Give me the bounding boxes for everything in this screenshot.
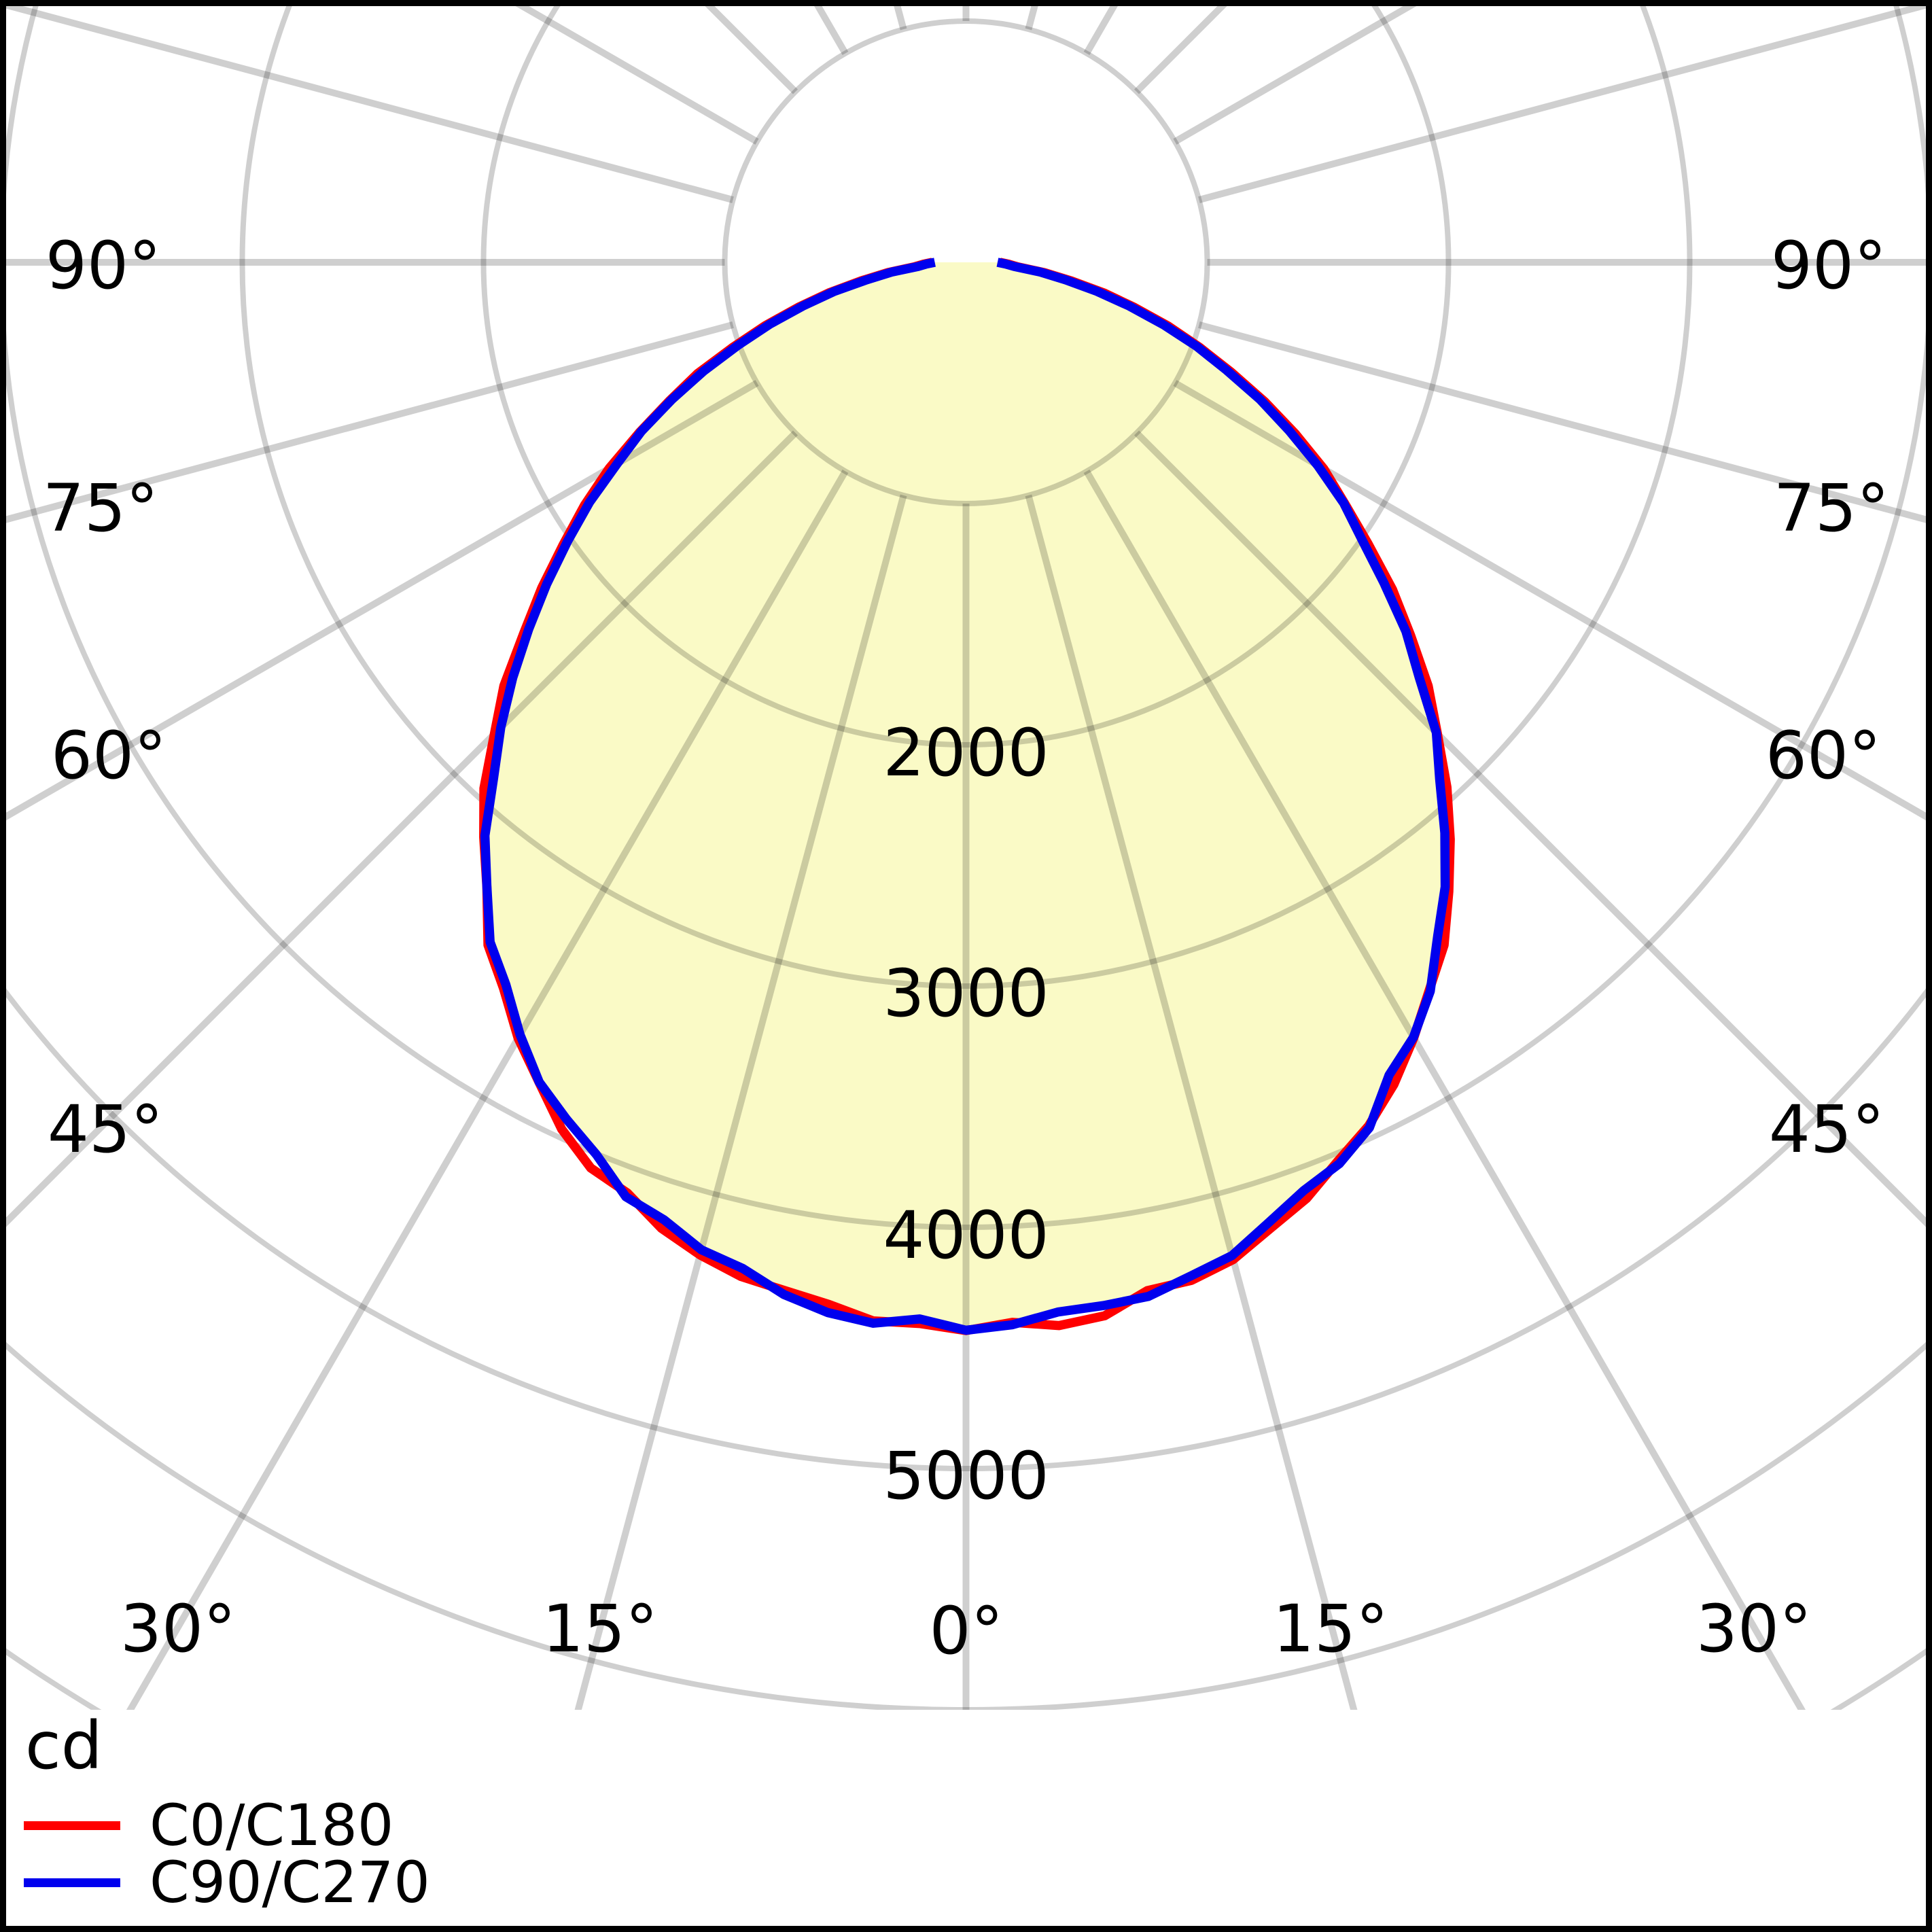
grid-ray-60deg: [1173, 380, 1932, 824]
grid-ray-15deg-left: [574, 494, 907, 1710]
intensity-fill-layer: [485, 262, 1445, 1331]
angle-tick-label: 75°: [1774, 470, 1889, 546]
angle-tick-label: 30°: [1696, 1591, 1812, 1667]
grid-ray-60deg-left: [0, 380, 759, 824]
grid-ray-150deg: [1083, 0, 1122, 56]
angle-tick-label: 60°: [51, 718, 166, 794]
curves-layer: [479, 258, 1455, 1335]
labels-layer: 2000 3000 4000 5000 90° 75° 60° 45° 90° 75° 60° 45°…: [43, 228, 1889, 1669]
grid-ray-30deg-left: [126, 469, 849, 1710]
grid-ray-75deg: [1198, 321, 1932, 525]
legend: cd C0/C180 C90/C270: [10, 1703, 683, 1920]
legend-label-c0: C0/C180: [150, 1792, 394, 1859]
grid-circle-1000cd: [722, 18, 1210, 506]
grid-ray-120deg: [1173, 0, 1428, 145]
angle-tick-label: 45°: [48, 1091, 163, 1167]
unit-label: cd: [25, 1708, 103, 1784]
grid-ray-45deg-left: [0, 430, 798, 1233]
grid-ray-45deg: [1134, 430, 1932, 1233]
legend-item-c0: C0/C180: [24, 1791, 393, 1859]
radial-tick-label-2000: 2000: [883, 715, 1049, 791]
angle-tick-label: 90°: [46, 228, 161, 304]
radial-tick-label-5000: 5000: [883, 1438, 1049, 1514]
grid-ray-120deg-left: [504, 0, 759, 145]
grid-circle-2000cd: [480, 0, 1452, 748]
c90-line-swatch: [24, 1878, 120, 1887]
grid-ray-75deg-left: [0, 321, 734, 525]
c0-line-swatch: [24, 1821, 120, 1830]
angle-tick-label: 15°: [1273, 1591, 1388, 1667]
grid-ray-105deg: [1198, 0, 1932, 203]
intensity-fill: [485, 262, 1445, 1331]
angle-tick-label: 45°: [1769, 1091, 1884, 1167]
radial-tick-label-4000: 4000: [883, 1197, 1049, 1274]
legend-item-c90: C90/C270: [24, 1848, 430, 1916]
angle-tick-label: 0°: [929, 1593, 1003, 1669]
curve-c90-c270: [480, 258, 1450, 1335]
grid-circle-5000cd: [0, 979, 1932, 1471]
angle-tick-label: 15°: [542, 1591, 658, 1667]
angle-tick-label: 75°: [43, 470, 158, 546]
angle-tick-label: 90°: [1771, 228, 1886, 304]
grid-circle-3000cd: [239, 0, 1693, 989]
radial-tick-label-3000: 3000: [883, 955, 1049, 1032]
grid-ray-30deg: [1083, 469, 1806, 1710]
grid-ray-135deg: [1134, 0, 1233, 94]
angle-tick-label: 60°: [1766, 718, 1881, 794]
angle-tick-label: 30°: [120, 1591, 236, 1667]
legend-label-c90: C90/C270: [150, 1849, 430, 1916]
grid-ray-105deg-left: [0, 0, 734, 203]
grid-ray-135deg-left: [699, 0, 798, 94]
grid-ray-15deg: [1025, 494, 1358, 1710]
grid-ray-150deg-left: [810, 0, 849, 56]
